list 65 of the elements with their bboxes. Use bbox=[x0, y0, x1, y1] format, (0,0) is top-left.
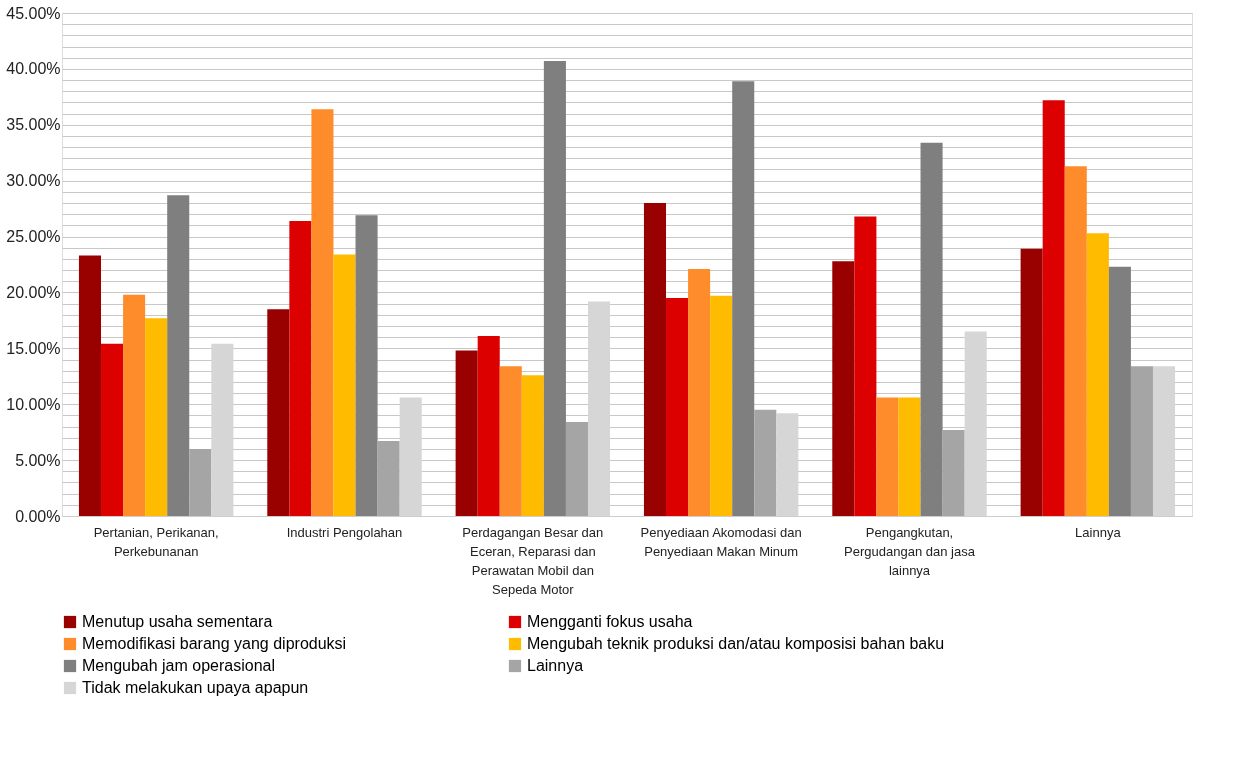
y-tick-label: 30.00% bbox=[6, 172, 61, 190]
y-tick-label: 0.00% bbox=[15, 507, 61, 525]
bar bbox=[565, 422, 588, 516]
bar bbox=[145, 318, 168, 516]
y-tick-label: 35.00% bbox=[6, 116, 61, 134]
bar bbox=[267, 309, 290, 516]
legend-label: Mengubah teknik produksi dan/atau komposisi bahan baku bbox=[527, 635, 945, 652]
x-tick-label: Perdagangan Besar dan Eceran, Reparasi dan Perawatan Mobil dan Sepeda Motor bbox=[462, 524, 604, 597]
legend-label: Mengubah jam operasional bbox=[82, 657, 276, 674]
bar bbox=[754, 409, 777, 516]
bar bbox=[920, 142, 943, 516]
bar bbox=[377, 441, 400, 516]
legend-label: Menutup usaha sementara bbox=[82, 613, 273, 630]
x-tick-label: Pertanian, Perikanan, Perkebunanan bbox=[93, 524, 219, 559]
bar bbox=[543, 61, 566, 516]
bar bbox=[211, 343, 234, 516]
bar bbox=[776, 413, 799, 516]
legend-label: Lainnya bbox=[527, 657, 584, 674]
bar bbox=[898, 397, 921, 516]
y-tick-label: 20.00% bbox=[6, 283, 61, 301]
bar bbox=[477, 336, 500, 516]
bar bbox=[942, 429, 965, 516]
x-tick-label: Pengangkutan, Pergudangan dan jasa lainnya bbox=[844, 524, 976, 578]
y-tick-label: 25.00% bbox=[6, 228, 61, 246]
x-tick-label: Industri Pengolahan bbox=[286, 524, 403, 540]
y-tick-label: 45.00% bbox=[6, 4, 61, 22]
bar bbox=[688, 268, 711, 516]
bar bbox=[399, 397, 422, 516]
bar bbox=[876, 397, 899, 516]
bar bbox=[289, 220, 312, 516]
bar bbox=[1086, 233, 1109, 516]
x-tick-label: Lainnya bbox=[1075, 524, 1122, 540]
bar bbox=[123, 294, 146, 516]
bar bbox=[355, 215, 378, 516]
bar bbox=[643, 203, 667, 516]
bar bbox=[455, 350, 478, 516]
bar bbox=[1152, 366, 1176, 516]
legend-label: Memodifikasi barang yang diproduksi bbox=[82, 635, 347, 652]
bar bbox=[1064, 166, 1087, 516]
y-tick-label: 15.00% bbox=[6, 339, 61, 357]
bar bbox=[964, 331, 987, 516]
y-tick-label: 5.00% bbox=[15, 451, 61, 469]
bar bbox=[333, 254, 356, 516]
bar bbox=[1108, 266, 1131, 516]
bar bbox=[499, 366, 522, 516]
bar bbox=[1042, 100, 1065, 516]
bar bbox=[710, 295, 733, 516]
y-tick-label: 10.00% bbox=[6, 395, 61, 413]
bar bbox=[189, 448, 212, 516]
bar bbox=[167, 195, 190, 516]
bar bbox=[832, 261, 855, 516]
bar bbox=[1130, 366, 1153, 516]
legend-label: Tidak melakukan upaya apapun bbox=[82, 679, 309, 696]
bar bbox=[521, 375, 544, 516]
bar bbox=[854, 216, 877, 516]
x-tick-label: Penyediaan Akomodasi dan Penyediaan Makan Minum bbox=[640, 524, 802, 559]
bar bbox=[101, 343, 124, 516]
bar bbox=[1020, 248, 1043, 516]
bar bbox=[666, 298, 689, 516]
bar bbox=[78, 255, 102, 516]
bar bbox=[587, 301, 611, 516]
legend-label: Mengganti fokus usaha bbox=[527, 613, 693, 630]
y-tick-label: 40.00% bbox=[6, 60, 61, 78]
bar bbox=[311, 109, 334, 516]
bar bbox=[732, 81, 755, 516]
